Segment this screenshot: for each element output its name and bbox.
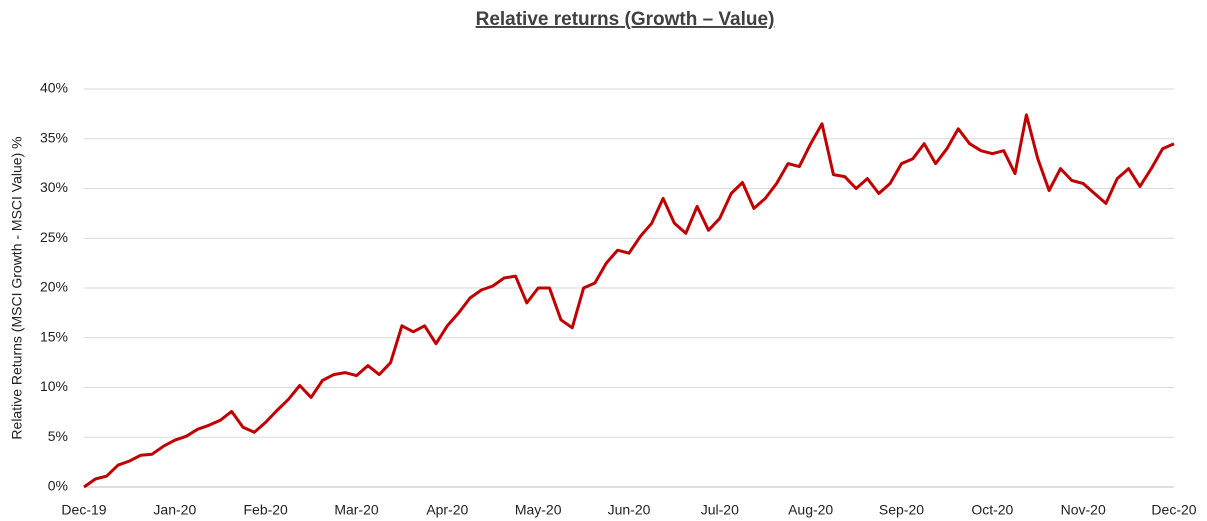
y-tick-label: 20% xyxy=(40,279,68,295)
x-tick-label: Mar-20 xyxy=(334,502,379,518)
x-tick-label: Jul-20 xyxy=(701,502,739,518)
y-tick-label: 30% xyxy=(40,179,68,195)
y-tick-label: 15% xyxy=(40,328,68,344)
x-tick-label: Oct-20 xyxy=(971,502,1013,518)
y-tick-label: 5% xyxy=(48,428,68,444)
y-tick-label: 25% xyxy=(40,229,68,245)
x-tick-label: Dec-20 xyxy=(1151,502,1196,518)
x-tick-label: May-20 xyxy=(515,502,562,518)
y-axis-label: Relative Returns (MSCI Growth - MSCI Val… xyxy=(9,136,25,439)
y-tick-label: 40% xyxy=(40,80,68,96)
chart-title: Relative returns (Growth – Value) xyxy=(476,9,775,30)
y-tick-label: 35% xyxy=(40,129,68,145)
x-tick-label: Apr-20 xyxy=(426,502,468,518)
x-tick-label: Jan-20 xyxy=(153,502,196,518)
x-tick-label: Jun-20 xyxy=(608,502,651,518)
x-tick-label: Aug-20 xyxy=(788,502,833,518)
x-tick-label: Sep-20 xyxy=(879,502,924,518)
x-tick-label: Dec-19 xyxy=(61,502,106,518)
x-tick-label: Nov-20 xyxy=(1061,502,1106,518)
y-tick-label: 10% xyxy=(40,378,68,394)
x-tick-label: Feb-20 xyxy=(243,502,288,518)
series-line xyxy=(83,113,1175,489)
y-tick-label: 0% xyxy=(48,478,68,494)
